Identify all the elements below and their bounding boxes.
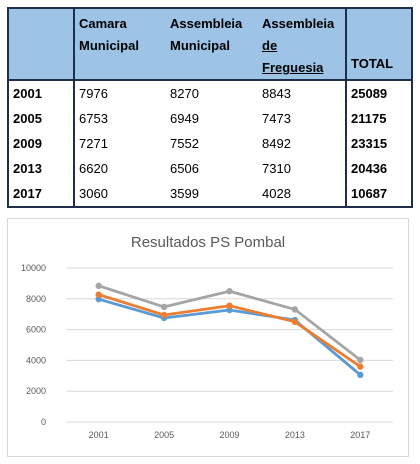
row-camara-value: 7976 [79,86,108,101]
series-3-point [95,282,102,290]
series-lines [95,282,364,379]
table-header-row: Camara Municipal Assembleia Municipal As… [8,8,412,80]
header-camara-line2: Municipal [79,38,139,53]
series-2-point [160,311,168,319]
table-row: 2001 7976 8270 8843 25089 [8,80,412,106]
row-total-value: 23315 [351,136,388,151]
row-total-value: 20436 [351,161,388,176]
x-tick-label: 2017 [350,430,370,440]
row-am-value: 6949 [170,111,199,126]
row-af-value: 4028 [258,181,347,207]
table-row: 2009 7271 7552 8492 23315 [8,131,412,156]
header-am-line1: Assembleia [170,16,243,31]
table-row: 2005 6753 6949 7473 21175 [8,106,412,131]
table-row: 2013 6620 6506 7310 20436 [8,156,412,181]
results-table: Camara Municipal Assembleia Municipal As… [7,7,413,208]
row-am-value: 8270 [170,86,199,101]
row-year: 2005 [8,106,75,131]
header-af-line1: Assembleia [262,16,335,31]
series-2-point [95,291,102,298]
gridlines [66,267,393,423]
header-total-label: TOTAL [351,56,394,71]
series-2-point [226,302,233,309]
row-camara-value: 3060 [79,186,108,201]
series-3-point [160,303,168,311]
row-am-value: 7552 [170,136,199,151]
series-1-point [95,295,102,303]
row-year: 2013 [8,156,75,181]
x-tick-label: 2013 [285,430,305,440]
header-af-line2: de Freguesia [262,38,324,75]
row-camara-value: 7271 [79,136,108,151]
row-total-value: 25089 [351,86,388,101]
chart-title: Resultados PS Pombal [131,234,285,251]
row-year: 2009 [8,131,75,156]
row-af-value: 7310 [258,156,347,181]
row-camara-value: 6753 [79,111,108,126]
header-camara-line1: Camara [79,16,127,31]
row-camara-value: 6620 [79,161,108,176]
x-axis-tick-labels: 2001 2005 2009 2013 2017 [89,430,371,440]
row-year: 2001 [8,80,75,106]
header-year-column [8,8,75,80]
x-tick-label: 2005 [154,430,174,440]
header-camara-municipal: Camara Municipal [74,8,166,80]
y-tick-label: 8000 [26,294,46,304]
series-2-point [291,318,299,326]
series-1-point [357,371,364,379]
y-tick-label: 4000 [26,355,46,365]
y-tick-label: 2000 [26,386,46,396]
row-total-value: 21175 [351,111,387,126]
header-total: TOTAL [346,8,412,80]
row-af-value: 7473 [258,106,347,131]
header-am-line2: Municipal [170,38,230,53]
series-line-3 [97,284,362,362]
row-am-value: 6506 [170,161,199,176]
row-af-value: 8843 [258,80,347,106]
y-tick-label: 6000 [26,325,46,335]
x-tick-label: 2009 [219,430,239,440]
header-assembleia-freguesia: Assembleia de Freguesia [258,8,347,80]
y-axis-tick-labels: 0 2000 4000 6000 8000 10000 [21,263,46,427]
row-af-value: 8492 [258,131,347,156]
row-total-value: 10687 [351,186,388,201]
series-3-point [226,288,233,295]
series-2-point [357,363,364,370]
row-am-value: 3599 [170,186,199,201]
series-3-point [357,356,364,364]
x-tick-label: 2001 [89,430,109,440]
line-chart: Resultados PS Pombal 0 2000 4000 6000 8000 10… [21,234,393,440]
series-3-point [291,306,299,313]
row-year: 2017 [8,181,75,207]
table-row: 2017 3060 3599 4028 10687 [8,181,412,207]
header-assembleia-municipal: Assembleia Municipal [166,8,258,80]
chart-frame: Resultados PS Pombal 0 2000 4000 6000 8000 10… [7,218,409,457]
y-tick-label: 10000 [21,263,46,273]
y-tick-label: 0 [41,417,46,427]
